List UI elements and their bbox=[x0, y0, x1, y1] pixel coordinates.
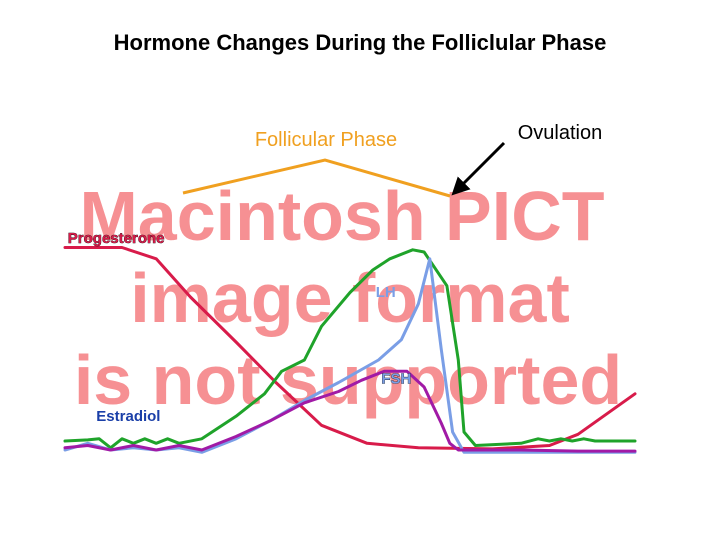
slide-title: Hormone Changes During the Folliclular P… bbox=[113, 30, 607, 55]
series-lines bbox=[63, 246, 637, 454]
series-line-lh bbox=[63, 248, 637, 450]
series-line-fsh bbox=[63, 257, 637, 454]
series-line-estradiol bbox=[63, 369, 637, 453]
phase-bracket bbox=[182, 158, 451, 198]
series-line-progesterone bbox=[63, 246, 637, 451]
series-label-lh: LH bbox=[376, 284, 396, 301]
series-labels: Progesterone LH FSH Estradiol bbox=[68, 230, 412, 425]
annotations: Follicular Phase Ovulation bbox=[182, 122, 603, 198]
phase-label: Follicular Phase bbox=[255, 129, 397, 151]
series-label-estradiol: Estradiol bbox=[96, 408, 160, 425]
ovulation-label: Ovulation bbox=[518, 122, 603, 144]
placeholder-line-2: image format bbox=[130, 259, 570, 337]
placeholder-line-3: is not supported bbox=[74, 341, 622, 419]
ovulation-arrow bbox=[451, 141, 506, 196]
series-label-fsh: FSH bbox=[381, 371, 411, 388]
series-label-progesterone: Progesterone bbox=[68, 230, 165, 247]
placeholder-line-1: Macintosh PICT bbox=[79, 177, 604, 255]
